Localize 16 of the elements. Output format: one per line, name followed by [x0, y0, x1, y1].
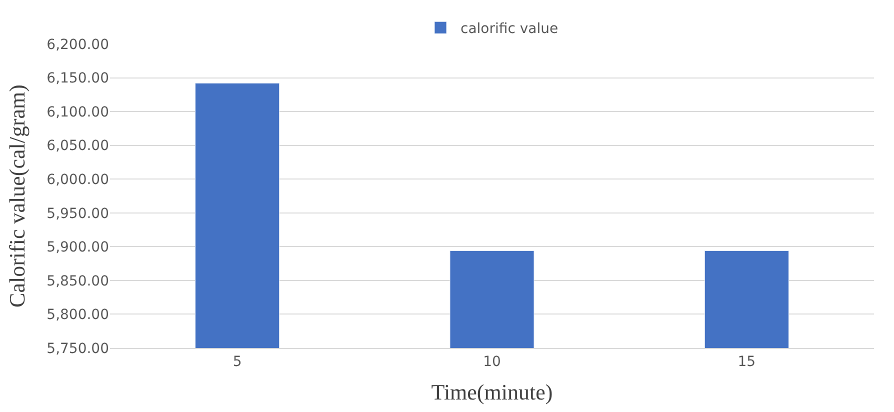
y-tick-label: 5,850.00 — [46, 273, 109, 290]
y-tick-label: 6,200.00 — [46, 36, 109, 53]
legend-label: calorific value — [460, 21, 558, 38]
y-tick-label: 6,100.00 — [46, 104, 109, 120]
y-tick-label: 6,150.00 — [46, 70, 109, 87]
y-tick-label: 5,800.00 — [46, 307, 109, 324]
y-axis-title: Calorific value(cal/gram) — [4, 84, 30, 308]
x-tick-label: 10 — [483, 354, 501, 370]
y-tick-label: 5,750.00 — [46, 340, 109, 357]
x-axis-title: Time(minute) — [431, 380, 553, 405]
y-tick-label: 6,050.00 — [46, 138, 109, 154]
x-tick-label: 5 — [232, 354, 242, 370]
x-tick-label: 15 — [738, 354, 756, 370]
y-tick-label: 5,900.00 — [46, 240, 109, 256]
y-tick-label: 6,000.00 — [46, 172, 109, 188]
y-tick-label: 5,950.00 — [46, 206, 109, 222]
